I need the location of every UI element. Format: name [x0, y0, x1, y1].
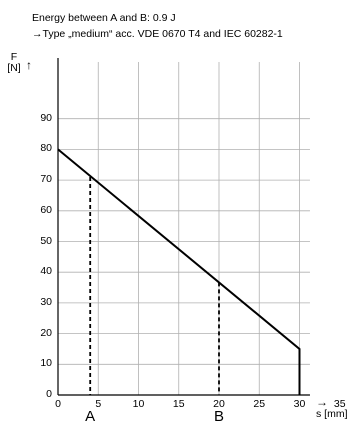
- y-tick-label: 80: [40, 142, 52, 155]
- x-tick-label: 35: [333, 398, 346, 410]
- x-tick-label: 25: [253, 398, 266, 410]
- chart-title-energy: Energy between A and B: 0.9 J: [32, 12, 176, 24]
- x-tick-label: 30: [293, 398, 306, 410]
- y-tick-label: 40: [40, 265, 52, 278]
- marker-label-b: B: [213, 408, 224, 425]
- y-axis-label: F [N]: [6, 52, 22, 74]
- force-curve-line: [57, 148, 301, 395]
- x-tick-label: 15: [172, 398, 185, 410]
- marker-label-a: A: [85, 408, 96, 425]
- x-axis-label: s [mm]: [316, 408, 348, 420]
- y-tick-label: 60: [40, 203, 52, 216]
- x-tick-label: 20: [213, 398, 225, 410]
- x-tick-label: 5: [95, 398, 102, 410]
- chart-subtitle-type: →Type „medium“ acc. VDE 0670 T4 and IEC …: [32, 28, 283, 40]
- y-tick-label: 30: [40, 295, 52, 308]
- y-tick-label: 0: [46, 388, 52, 400]
- y-axis-unit: [N]: [7, 62, 21, 74]
- x-axis-arrow-icon: →: [316, 395, 328, 409]
- x-tick-label: 0: [55, 398, 61, 410]
- y-tick-label: 90: [40, 111, 52, 124]
- y-tick-label: 10: [40, 357, 52, 370]
- y-tick-label: 50: [40, 234, 52, 247]
- x-tick-label: 10: [132, 398, 145, 410]
- y-tick-label: 70: [40, 173, 52, 186]
- y-axis-arrow-icon: ↑: [26, 58, 32, 72]
- y-axis-name: F: [10, 51, 18, 63]
- chart-header: Energy between A and B: 0.9 J →Type „med…: [32, 10, 283, 42]
- y-tick-label: 20: [40, 326, 52, 339]
